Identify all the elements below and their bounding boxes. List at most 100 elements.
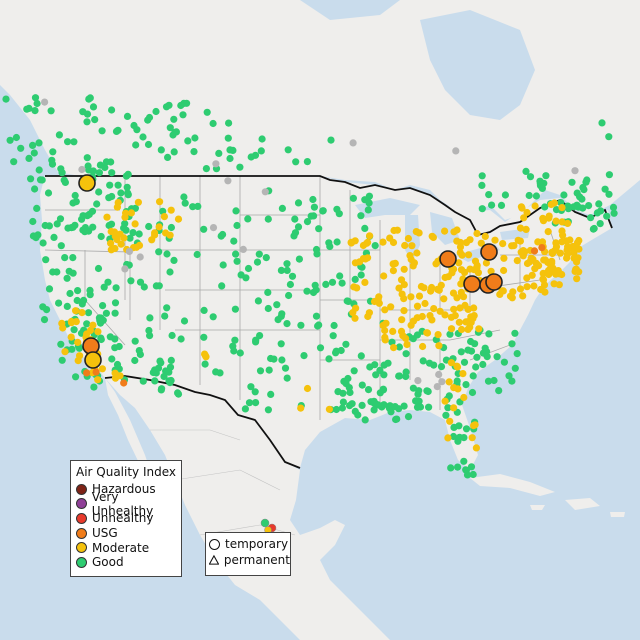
aqi-marker-good[interactable] [526,173,535,181]
aqi-marker-good[interactable] [501,191,509,199]
aqi-marker-good[interactable] [283,260,291,268]
aqi-marker-good[interactable] [598,119,606,127]
aqi-marker-good[interactable] [66,289,74,298]
aqi-marker-good[interactable] [229,342,237,350]
aqi-marker-good[interactable] [83,154,91,162]
aqi-marker-moderate[interactable] [541,256,550,264]
aqi-marker-good[interactable] [536,177,544,185]
aqi-marker-good[interactable] [490,376,498,385]
aqi-marker-good[interactable] [65,267,73,275]
aqi-marker-nodata[interactable] [136,253,144,261]
aqi-marker-moderate[interactable] [456,238,465,247]
aqi-marker-good[interactable] [609,203,618,211]
aqi-marker-good[interactable] [380,361,388,369]
aqi-marker-good[interactable] [130,121,138,130]
aqi-marker-good[interactable] [277,340,285,348]
aqi-marker-good[interactable] [278,204,286,212]
aqi-marker-good[interactable] [437,363,446,371]
aqi-marker-good[interactable] [610,209,618,217]
aqi-marker-good[interactable] [538,184,547,192]
aqi-marker-moderate[interactable] [441,397,449,405]
aqi-marker-good[interactable] [164,153,172,161]
aqi-marker-moderate[interactable] [111,369,119,377]
aqi-marker-moderate[interactable] [551,247,559,255]
aqi-marker-moderate[interactable] [127,209,135,217]
aqi-marker-good[interactable] [374,401,382,409]
aqi-marker-moderate[interactable] [426,312,434,320]
aqi-marker-good[interactable] [402,368,410,376]
aqi-marker-good[interactable] [145,222,153,231]
aqi-marker-good[interactable] [315,225,323,233]
aqi-marker-moderate[interactable] [350,283,358,291]
aqi-marker-moderate[interactable] [456,249,464,257]
aqi-marker-nodata[interactable] [121,265,129,273]
aqi-marker-good[interactable] [393,415,401,423]
aqi-marker-good[interactable] [135,347,143,355]
aqi-marker-good[interactable] [140,283,148,291]
aqi-marker-good[interactable] [251,388,259,396]
aqi-marker-good[interactable] [169,131,177,139]
aqi-marker-moderate[interactable] [500,266,508,275]
aqi-marker-good[interactable] [488,201,496,209]
aqi-marker-moderate[interactable] [134,198,142,206]
aqi-marker-good[interactable] [442,411,450,419]
aqi-marker-good[interactable] [412,397,420,405]
aqi-marker-good[interactable] [414,390,422,398]
large-marker-usg-michigan-2[interactable] [480,243,498,261]
aqi-marker-good[interactable] [165,101,173,109]
aqi-marker-good[interactable] [85,95,93,103]
aqi-marker-good[interactable] [294,199,303,207]
aqi-marker-good[interactable] [28,141,37,149]
aqi-marker-good[interactable] [597,207,605,215]
aqi-marker-good[interactable] [102,309,110,317]
aqi-marker-good[interactable] [73,296,81,305]
aqi-marker-good[interactable] [283,320,291,328]
aqi-marker-good[interactable] [126,234,134,242]
aqi-marker-moderate[interactable] [455,318,463,326]
aqi-marker-good[interactable] [106,181,114,189]
aqi-marker-moderate[interactable] [351,259,359,267]
aqi-marker-moderate[interactable] [74,357,82,365]
aqi-marker-usg[interactable] [92,368,100,376]
aqi-marker-good[interactable] [400,402,408,410]
aqi-marker-moderate[interactable] [131,220,139,228]
aqi-marker-moderate[interactable] [498,287,506,295]
aqi-marker-good[interactable] [69,254,77,262]
aqi-marker-moderate[interactable] [573,275,581,283]
aqi-marker-good[interactable] [70,138,78,146]
aqi-marker-good[interactable] [379,386,388,394]
aqi-marker-moderate[interactable] [156,198,164,206]
aqi-marker-moderate[interactable] [409,262,417,270]
aqi-marker-moderate[interactable] [419,342,427,351]
aqi-marker-good[interactable] [339,398,347,406]
aqi-marker-moderate[interactable] [61,348,69,356]
aqi-marker-moderate[interactable] [441,227,449,235]
aqi-marker-moderate[interactable] [516,285,525,293]
aqi-marker-good[interactable] [30,185,39,193]
aqi-marker-moderate[interactable] [491,236,499,244]
aqi-marker-good[interactable] [364,206,372,214]
aqi-marker-good[interactable] [468,388,477,397]
aqi-marker-moderate[interactable] [94,376,102,384]
aqi-marker-moderate[interactable] [550,199,559,207]
aqi-marker-good[interactable] [254,297,262,305]
aqi-marker-good[interactable] [58,356,66,364]
aqi-marker-good[interactable] [300,352,308,360]
aqi-marker-good[interactable] [603,212,611,220]
aqi-marker-good[interactable] [155,248,163,256]
aqi-marker-good[interactable] [236,349,244,357]
large-marker-moderate-socal[interactable] [84,351,102,369]
aqi-marker-good[interactable] [395,372,403,380]
aqi-marker-good[interactable] [232,207,240,215]
aqi-marker-moderate[interactable] [456,304,464,312]
aqi-marker-good[interactable] [358,401,366,409]
aqi-marker-good[interactable] [372,371,380,379]
aqi-marker-nodata[interactable] [78,165,86,174]
aqi-marker-moderate[interactable] [111,244,119,253]
aqi-marker-moderate[interactable] [117,240,125,248]
aqi-marker-moderate[interactable] [390,344,398,352]
aqi-marker-good[interactable] [338,279,346,287]
aqi-marker-good[interactable] [64,138,72,146]
aqi-marker-good[interactable] [346,402,354,410]
aqi-marker-nodata[interactable] [414,377,422,385]
